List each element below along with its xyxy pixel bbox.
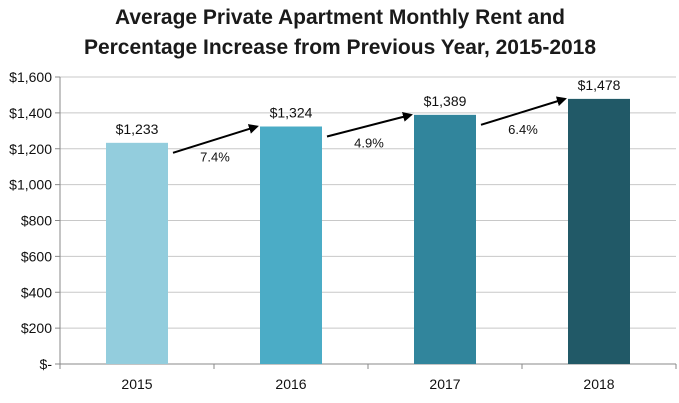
y-tick-label: $- <box>40 356 53 372</box>
x-tick-label: 2015 <box>121 376 152 392</box>
chart-title-line2: Percentage Increase from Previous Year, … <box>84 36 596 59</box>
bar <box>106 142 168 364</box>
y-tick-label: $400 <box>21 284 52 300</box>
bar <box>568 98 630 364</box>
increase-arrows: 7.4% 4.9% 6.4% <box>172 96 567 165</box>
data-labels: $1,233 $1,324 $1,389 $1,478 <box>116 77 621 137</box>
increase-arrow <box>480 96 567 126</box>
increase-label: 7.4% <box>200 150 230 165</box>
bar <box>260 126 322 364</box>
x-tick-label: 2016 <box>275 376 306 392</box>
data-label: $1,233 <box>116 121 159 137</box>
data-label: $1,389 <box>424 93 467 109</box>
data-label: $1,324 <box>270 105 313 121</box>
y-tick-label: $200 <box>21 320 52 336</box>
increase-arrow <box>326 112 413 138</box>
x-tick-label: 2017 <box>429 376 460 392</box>
y-tick-label: $800 <box>21 213 52 229</box>
y-tick-label: $1,200 <box>9 141 52 157</box>
y-tick-label: $1,600 <box>9 69 52 85</box>
increase-arrow <box>172 124 259 154</box>
axes: $- $200 $400 $600 $800 $1,000 $1,200 $1,400 $1,6… <box>9 69 677 392</box>
x-tick-label: 2018 <box>583 376 614 392</box>
data-label: $1,478 <box>578 77 621 93</box>
y-tick-label: $1,400 <box>9 105 52 121</box>
increase-label: 6.4% <box>508 122 538 137</box>
increase-label: 4.9% <box>354 136 384 151</box>
y-tick-label: $600 <box>21 248 52 264</box>
bars <box>106 98 630 365</box>
y-tick-label: $1,000 <box>9 177 52 193</box>
chart-title-line1: Average Private Apartment Monthly Rent a… <box>115 6 565 29</box>
bar <box>414 114 476 365</box>
